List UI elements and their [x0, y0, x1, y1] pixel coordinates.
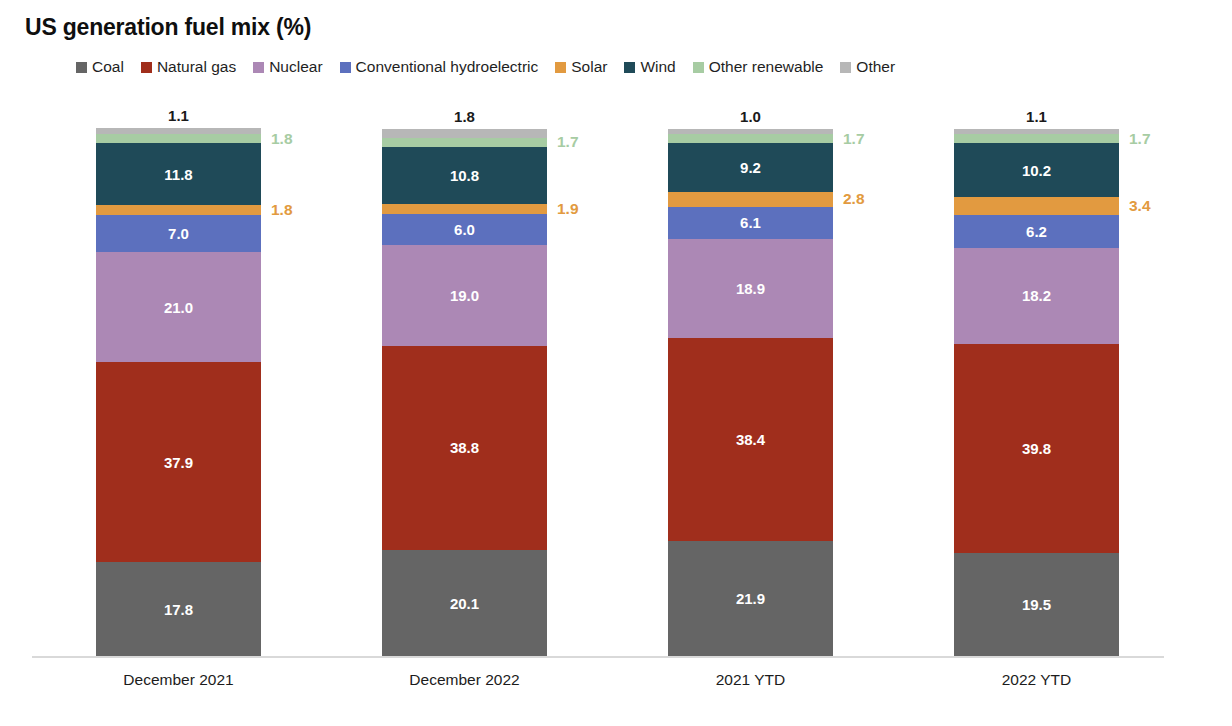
segment-value-label: 38.4 — [736, 432, 765, 447]
stacked-bar-chart: 1.11.811.81.87.021.037.917.81.81.710.81.… — [32, 126, 1164, 689]
segment-conventional-hydroelectric: 6.0 — [382, 214, 547, 246]
segment-other: 1.8 — [382, 129, 547, 138]
segment-value-label: 1.8 — [271, 131, 293, 147]
segment-other-renewable: 1.7 — [668, 134, 833, 143]
segment-value-label: 2.8 — [843, 191, 865, 207]
chart-legend: Coal Natural gas Nuclear Conventional hydro… — [76, 58, 1232, 76]
legend-label: Wind — [640, 58, 675, 76]
segment-value-label: 39.8 — [1022, 441, 1051, 456]
segment-value-label: 19.0 — [450, 288, 479, 303]
segment-natural-gas: 38.8 — [382, 346, 547, 550]
legend-swatch-other-renewable — [693, 62, 704, 73]
category-label-december-2021: December 2021 — [96, 671, 261, 689]
segment-value-label: 11.8 — [164, 167, 192, 182]
segment-value-label: 1.7 — [843, 131, 865, 147]
bar-2022-ytd: 1.11.710.23.46.218.239.819.5 — [954, 129, 1119, 656]
legend-item-natural-gas: Natural gas — [141, 58, 236, 76]
legend-label: Nuclear — [269, 58, 322, 76]
legend-item-wind: Wind — [624, 58, 675, 76]
segment-value-label: 1.7 — [557, 135, 579, 151]
bars-area: 1.11.811.81.87.021.037.917.81.81.710.81.… — [32, 126, 1164, 656]
segment-value-label: 3.4 — [1129, 198, 1151, 214]
segment-value-label: 1.7 — [1129, 131, 1151, 147]
segment-wind: 10.8 — [382, 147, 547, 204]
segment-other-renewable: 1.7 — [382, 138, 547, 147]
legend-swatch-natural-gas — [141, 62, 152, 73]
segment-value-label: 1.0 — [740, 109, 761, 124]
segment-value-label: 6.2 — [1026, 224, 1047, 239]
legend-item-other-renewable: Other renewable — [693, 58, 824, 76]
segment-other-renewable: 1.8 — [96, 134, 261, 143]
legend-label: Conventional hydroelectric — [356, 58, 539, 76]
segment-value-label: 21.9 — [736, 591, 765, 606]
legend-label: Coal — [92, 58, 124, 76]
segment-nuclear: 19.0 — [382, 245, 547, 345]
segment-natural-gas: 37.9 — [96, 362, 261, 562]
segment-nuclear: 18.9 — [668, 239, 833, 339]
legend-label: Solar — [571, 58, 607, 76]
category-label-2022-ytd: 2022 YTD — [954, 671, 1119, 689]
legend-item-solar: Solar — [555, 58, 607, 76]
segment-value-label: 10.2 — [1022, 163, 1051, 178]
segment-coal: 20.1 — [382, 550, 547, 656]
segment-solar: 2.8 — [668, 192, 833, 207]
legend-item-conventional-hydroelectric: Conventional hydroelectric — [340, 58, 539, 76]
segment-value-label: 37.9 — [164, 455, 193, 470]
segment-value-label: 10.8 — [450, 168, 479, 183]
segment-value-label: 19.5 — [1022, 597, 1051, 612]
segment-value-label: 1.1 — [1026, 109, 1047, 124]
segment-value-label: 9.2 — [740, 160, 761, 175]
segment-value-label: 7.0 — [168, 226, 189, 241]
legend-swatch-wind — [624, 62, 635, 73]
legend-swatch-nuclear — [253, 62, 264, 73]
segment-coal: 19.5 — [954, 553, 1119, 656]
legend-item-nuclear: Nuclear — [253, 58, 322, 76]
segment-solar: 1.8 — [96, 205, 261, 214]
x-axis-labels: December 2021 December 2022 2021 YTD 2022 Y… — [32, 671, 1164, 689]
category-label-december-2022: December 2022 — [382, 671, 547, 689]
legend-swatch-coal — [76, 62, 87, 73]
segment-value-label: 21.0 — [164, 300, 193, 315]
segment-value-label: 1.8 — [454, 109, 475, 124]
segment-conventional-hydroelectric: 7.0 — [96, 215, 261, 252]
segment-value-label: 1.9 — [557, 201, 579, 217]
segment-value-label: 6.0 — [454, 222, 475, 237]
segment-value-label: 18.9 — [736, 281, 765, 296]
legend-label: Other renewable — [709, 58, 824, 76]
segment-conventional-hydroelectric: 6.1 — [668, 207, 833, 239]
segment-other-renewable: 1.7 — [954, 134, 1119, 143]
segment-conventional-hydroelectric: 6.2 — [954, 215, 1119, 248]
segment-natural-gas: 38.4 — [668, 338, 833, 540]
legend-label: Natural gas — [157, 58, 236, 76]
bar-2021-ytd: 1.01.79.22.86.118.938.421.9 — [668, 129, 833, 656]
x-axis-line — [32, 656, 1164, 658]
segment-nuclear: 21.0 — [96, 252, 261, 363]
segment-coal: 17.8 — [96, 562, 261, 656]
legend-label: Other — [856, 58, 895, 76]
page-title: US generation fuel mix (%) — [25, 14, 1232, 41]
legend-item-coal: Coal — [76, 58, 124, 76]
segment-solar: 3.4 — [954, 197, 1119, 215]
legend-item-other: Other — [840, 58, 895, 76]
segment-value-label: 38.8 — [450, 440, 479, 455]
segment-value-label: 6.1 — [740, 215, 761, 230]
legend-swatch-other — [840, 62, 851, 73]
segment-natural-gas: 39.8 — [954, 344, 1119, 554]
segment-value-label: 18.2 — [1022, 288, 1051, 303]
segment-coal: 21.9 — [668, 541, 833, 656]
category-label-2021-ytd: 2021 YTD — [668, 671, 833, 689]
segment-value-label: 1.1 — [168, 108, 189, 123]
segment-wind: 10.2 — [954, 143, 1119, 197]
bar-december-2022: 1.81.7 10.8 1.9 6.0 19.0 38.8 20.1 — [382, 129, 547, 656]
segment-value-label: 20.1 — [450, 596, 479, 611]
segment-nuclear: 18.2 — [954, 248, 1119, 344]
segment-solar: 1.9 — [382, 204, 547, 214]
segment-value-label: 17.8 — [164, 602, 193, 617]
legend-swatch-conventional-hydroelectric — [340, 62, 351, 73]
segment-wind: 11.8 — [96, 143, 261, 205]
segment-value-label: 1.8 — [271, 202, 293, 218]
legend-swatch-solar — [555, 62, 566, 73]
bar-december-2021: 1.11.811.81.87.021.037.917.8 — [96, 128, 261, 656]
segment-wind: 9.2 — [668, 143, 833, 191]
